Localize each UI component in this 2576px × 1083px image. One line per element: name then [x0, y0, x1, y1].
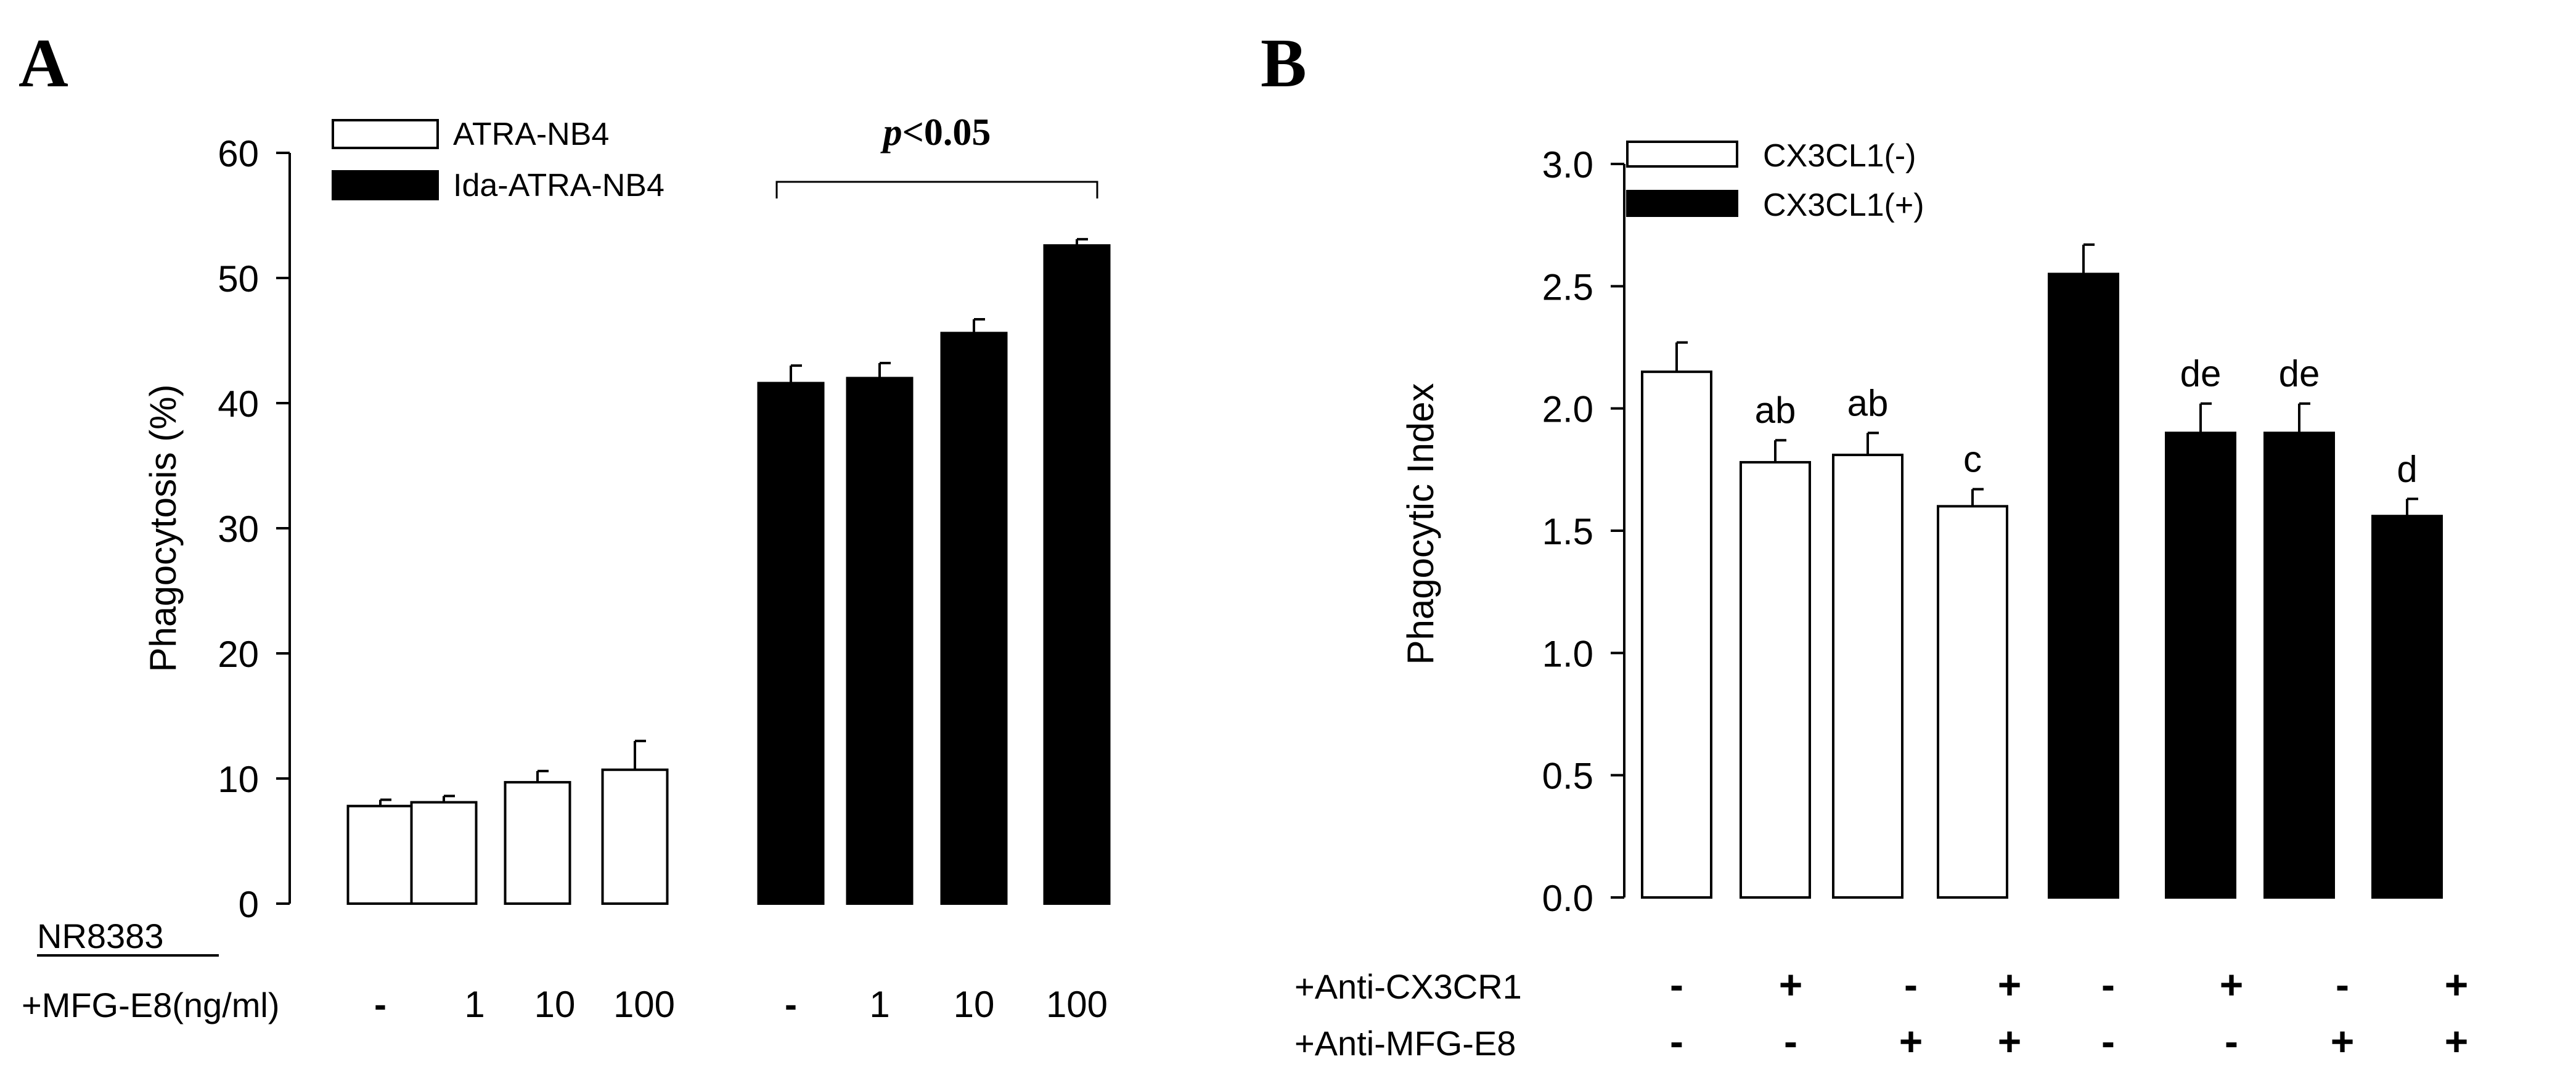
y-tick-label: 2.0 [1542, 389, 1593, 430]
bar-open [1641, 370, 1712, 899]
bar-filled [2263, 431, 2335, 899]
legend-swatch-cx3cl1-plus [1626, 190, 1738, 217]
bar-open [346, 804, 414, 905]
bar-filled [940, 332, 1008, 905]
condition-value: + [1998, 1018, 2022, 1064]
panel-b-letter: B [1261, 25, 1307, 102]
panel-a-bars [346, 238, 1111, 905]
condition-value: + [2331, 1018, 2355, 1064]
y-tick-label: 0.0 [1542, 878, 1593, 919]
legend-label-cx3cl1-minus: CX3CL1(-) [1763, 138, 1916, 174]
condition-value: + [2220, 962, 2244, 1007]
legend-label-ida-atra-nb4: Ida-ATRA-NB4 [453, 168, 664, 203]
condition-value: + [1998, 962, 2022, 1007]
condition-value: + [1899, 1018, 1923, 1064]
condition-value: 100 [613, 984, 675, 1025]
y-tick-label: 30 [218, 509, 259, 550]
y-tick-label: 0.5 [1542, 756, 1593, 797]
bar-open [410, 801, 478, 905]
legend-swatch-cx3cl1-minus [1626, 141, 1738, 168]
panel-b: B 0.0 0.5 1.0 1.5 2.0 2.5 3.0 Phagocytic Index… [1261, 25, 2468, 1064]
nr8383-label: NR8383 [37, 917, 163, 955]
panel-b-y-axis-label: Phagocytic Index [1400, 383, 1441, 665]
condition-value: - [2101, 1018, 2115, 1064]
mfg-e8-row-label: +MFG-E8(ng/ml) [22, 986, 280, 1024]
y-tick-label: 1.5 [1542, 511, 1593, 552]
bar-open [1937, 505, 2008, 899]
condition-value: - [2225, 1018, 2238, 1064]
bar-significance-label: ab [1755, 390, 1796, 431]
bar-open [504, 781, 571, 905]
condition-value: - [785, 984, 797, 1025]
p-value-italic: p [880, 112, 902, 153]
panel-a-y-ticks: 0 10 20 30 40 50 60 [218, 133, 290, 925]
condition-value: - [1784, 1018, 1797, 1064]
bar-filled [2048, 272, 2119, 899]
condition-value: - [1670, 962, 1683, 1007]
y-tick-label: 20 [218, 634, 259, 675]
bar-filled [1043, 244, 1111, 905]
y-tick-label: 0 [239, 884, 259, 925]
panel-a-legend: ATRA-NB4 Ida-ATRA-NB4 [332, 116, 664, 203]
condition-value: - [374, 984, 386, 1025]
condition-value: + [2445, 1018, 2469, 1064]
bar-open [1740, 460, 1811, 899]
bar-significance-label: de [2279, 353, 2320, 394]
panel-b-bars: ab ab c de de d [1641, 243, 2443, 899]
bar-significance-label: ab [1847, 382, 1889, 423]
legend-label-atra-nb4: ATRA-NB4 [453, 116, 609, 152]
bar-filled [2371, 515, 2443, 899]
condition-value: 10 [954, 984, 995, 1025]
y-tick-label: 10 [218, 759, 259, 800]
bar-significance-label: d [2397, 448, 2417, 489]
y-tick-label: 1.0 [1542, 633, 1593, 674]
panel-a: A 0 10 20 30 40 50 60 Phagocytosis (%) ATRA-NB… [18, 25, 1111, 1025]
bar-filled [2165, 431, 2236, 899]
anti-cx3cr1-row-label: +Anti-CX3CR1 [1294, 967, 1522, 1006]
bar-open [1832, 454, 1903, 899]
bar-significance-label: c [1963, 439, 1982, 480]
condition-value: 100 [1046, 984, 1108, 1025]
p-value-label: p<0.05 [880, 112, 991, 153]
legend-swatch-ida-atra-nb4 [332, 170, 439, 200]
y-tick-label: 2.5 [1542, 266, 1593, 308]
anti-mfg-e8-row-label: +Anti-MFG-E8 [1294, 1024, 1516, 1063]
condition-value: - [1670, 1018, 1683, 1064]
bar-filled [757, 382, 825, 905]
legend-label-cx3cl1-plus: CX3CL1(+) [1763, 187, 1924, 223]
condition-value: 1 [869, 984, 889, 1025]
panel-a-condition-values: - 1 10 100 - 1 10 100 [374, 984, 1108, 1025]
condition-value: + [2445, 962, 2469, 1007]
bar-open [601, 768, 669, 905]
condition-value: - [1904, 962, 1918, 1007]
panel-b-legend: CX3CL1(-) CX3CL1(+) [1626, 138, 1924, 223]
condition-value: 1 [464, 984, 485, 1025]
y-tick-label: 50 [218, 258, 259, 300]
bar-filled [846, 377, 914, 905]
bar-significance-label: de [2180, 353, 2222, 394]
condition-value: + [1779, 962, 1803, 1007]
panel-a-letter: A [18, 25, 68, 102]
condition-value: - [2101, 962, 2115, 1007]
significance-bracket: p<0.05 [775, 112, 1098, 198]
p-value-text: <0.05 [902, 112, 991, 153]
y-tick-label: 60 [218, 133, 259, 174]
panel-b-condition-values: - + - + - + - + - - + + - - + + [1670, 962, 2468, 1064]
condition-value: - [2336, 962, 2349, 1007]
condition-value: 10 [534, 984, 576, 1025]
legend-swatch-atra-nb4 [332, 119, 439, 149]
panel-a-y-axis-label: Phagocytosis (%) [142, 385, 184, 672]
y-tick-label: 3.0 [1542, 144, 1593, 186]
panel-b-y-ticks: 0.0 0.5 1.0 1.5 2.0 2.5 3.0 [1542, 144, 1624, 919]
y-tick-label: 40 [218, 383, 259, 425]
